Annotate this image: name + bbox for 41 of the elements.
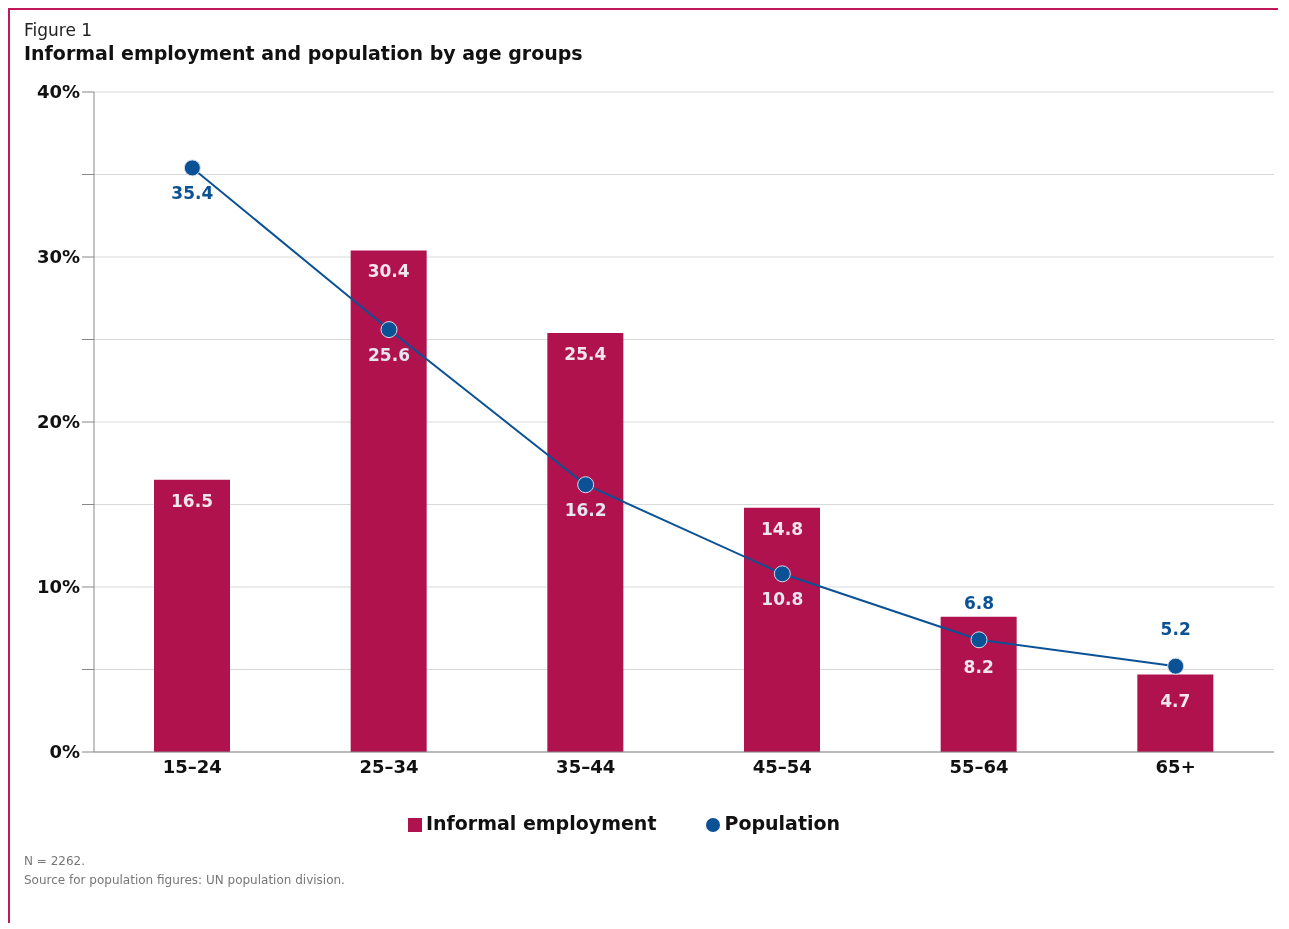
y-tick-label: 40% — [36, 81, 80, 103]
point — [380, 321, 398, 339]
legend-label: Informal employment — [425, 812, 657, 834]
point — [970, 631, 988, 649]
bar — [350, 250, 427, 752]
data-label: 30.4 — [367, 261, 410, 282]
x-tick-label: 35–44 — [556, 755, 616, 777]
bar — [154, 479, 230, 752]
x-tick-label: 25–34 — [359, 755, 419, 777]
data-label: 16.5 — [171, 490, 213, 511]
x-tick-label: 45–54 — [752, 755, 812, 777]
data-label: 10.8 — [761, 588, 804, 609]
point — [1167, 657, 1185, 675]
y-tick-label: 30% — [36, 246, 80, 268]
data-label: 5.2 — [1160, 619, 1191, 640]
chart-subtitle: Figure 1 — [24, 19, 94, 40]
y-tick-label: 0% — [49, 741, 80, 763]
source-note: Source for population figures: UN population division. — [24, 872, 346, 889]
data-label: 8.2 — [963, 656, 994, 677]
chart-title: Informal employment and population by age groups — [24, 42, 584, 64]
legend-label: Population — [724, 812, 841, 834]
point — [577, 476, 595, 494]
bar — [1137, 674, 1214, 752]
text: N = 2262. — [24, 853, 86, 870]
data-label: 16.2 — [564, 499, 607, 520]
bar — [744, 507, 820, 752]
point — [183, 159, 201, 177]
data-label: 35.4 — [171, 182, 214, 203]
bar — [940, 616, 1017, 752]
point — [773, 565, 791, 583]
bar — [547, 332, 624, 752]
y-tick-label: 10% — [36, 576, 80, 598]
data-label: 25.6 — [368, 344, 410, 365]
y-tick-label: 20% — [36, 411, 80, 433]
data-label: 6.8 — [963, 592, 995, 613]
data-label: 14.8 — [761, 518, 803, 539]
data-label: 25.4 — [564, 343, 607, 364]
data-label: 4.7 — [1160, 691, 1191, 712]
x-tick-label: 15–24 — [162, 755, 222, 777]
x-tick-label: 55–64 — [949, 755, 1009, 777]
x-tick-label: 65+ — [1155, 755, 1196, 777]
